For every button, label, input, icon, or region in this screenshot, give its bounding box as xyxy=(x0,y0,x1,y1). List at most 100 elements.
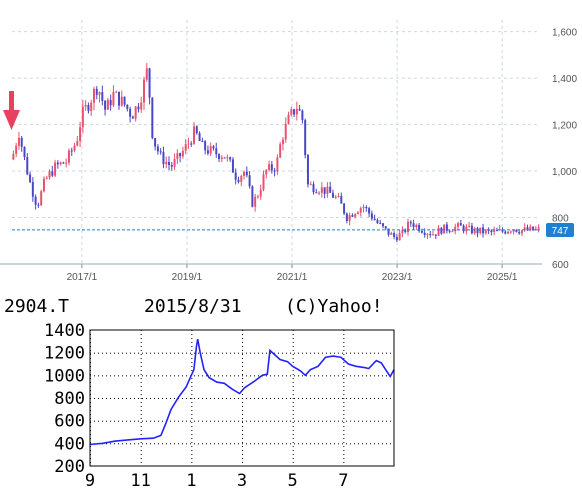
current-price-badge: 747 xyxy=(546,223,574,237)
y-grid-dot xyxy=(338,443,339,445)
y-grid-dot xyxy=(98,352,99,354)
y-grid-dot xyxy=(298,352,299,354)
y-grid-dot xyxy=(130,443,131,445)
x-grid-dot xyxy=(191,458,193,459)
y-grid-dot xyxy=(322,352,323,354)
candle-body xyxy=(515,229,518,232)
y-grid-dot xyxy=(118,420,119,422)
y-grid-dot xyxy=(206,420,207,422)
y-grid-dot xyxy=(182,398,183,399)
y-tick-label: 1,600 xyxy=(552,28,577,39)
y-grid-dot xyxy=(250,352,251,354)
x-tick-label: 2017/1 xyxy=(67,272,98,283)
candle-body xyxy=(70,150,73,152)
y-grid-dot xyxy=(290,443,291,445)
candle-body xyxy=(248,175,251,187)
y-grid-dot xyxy=(230,420,231,422)
y-grid-dot xyxy=(162,375,163,377)
candle-body xyxy=(390,233,393,235)
y-grid-dot xyxy=(226,375,227,377)
x-grid-dot xyxy=(292,422,294,423)
y-grid-dot xyxy=(314,398,315,399)
x-grid-dot xyxy=(191,350,193,351)
y-grid-dot xyxy=(314,352,315,354)
y-grid-dot xyxy=(250,420,251,422)
candle-body xyxy=(84,104,87,107)
candle-body xyxy=(92,88,95,103)
x-grid-dot xyxy=(191,390,193,391)
y-grid-dot xyxy=(246,420,247,422)
y-grid-dot xyxy=(106,375,107,377)
y-grid-dot xyxy=(246,443,247,445)
y-grid-dot xyxy=(122,375,123,377)
candle-body xyxy=(162,152,165,165)
x-grid-dot xyxy=(191,366,193,367)
candle-body xyxy=(295,108,298,115)
x-grid-dot xyxy=(292,434,294,435)
y-grid-dot xyxy=(282,420,283,422)
y-grid-dot xyxy=(214,443,215,445)
y-grid-dot xyxy=(146,398,147,399)
x-grid-dot xyxy=(242,382,243,383)
y-grid-dot xyxy=(154,443,155,445)
y-tick-label: 1,000 xyxy=(552,167,577,178)
x-grid-dot xyxy=(343,434,345,435)
top-axis-labels: 600 800 1,000 1,200 1,400 1,600 2017/1 2019/1 20… xyxy=(67,28,578,283)
candle-body xyxy=(151,97,154,139)
x-grid-dot xyxy=(140,462,142,463)
candle-body xyxy=(195,126,198,134)
candle-body xyxy=(165,162,168,165)
candle-body xyxy=(20,137,23,147)
y-grid-dot xyxy=(190,443,191,445)
candle-body xyxy=(401,229,404,234)
y-grid-dot xyxy=(330,398,331,399)
y-grid-dot xyxy=(382,375,383,377)
x-grid-dot xyxy=(343,410,345,411)
x-grid-dot xyxy=(343,362,345,363)
x-grid-dot xyxy=(191,382,193,383)
candle-body xyxy=(201,140,204,142)
candle-body xyxy=(229,157,232,160)
x-grid-dot xyxy=(343,454,345,455)
x-grid-dot xyxy=(292,414,294,415)
candle-body xyxy=(54,162,57,176)
ticker-label: 2904.T xyxy=(4,296,69,317)
y-grid-dot xyxy=(154,352,155,354)
candle-body xyxy=(173,158,176,167)
y-grid-dot xyxy=(230,375,231,377)
x-grid-dot xyxy=(140,458,142,459)
y-grid-dot xyxy=(386,420,387,422)
candle-body xyxy=(254,196,257,207)
y-grid-dot xyxy=(370,443,371,445)
y-grid-dot xyxy=(106,420,107,422)
y-grid-dot xyxy=(166,398,167,399)
candle-body xyxy=(215,148,218,155)
x-grid-dot xyxy=(343,446,345,447)
x-grid-dot xyxy=(343,378,345,379)
candle-body xyxy=(304,120,307,156)
y-grid-dot xyxy=(362,420,363,422)
y-grid-dot xyxy=(194,398,195,399)
candle-body xyxy=(429,234,432,236)
y-grid-dot xyxy=(290,375,291,377)
x-grid-dot xyxy=(292,394,294,395)
y-grid-dot xyxy=(274,352,275,354)
y-grid-dot xyxy=(174,352,175,354)
y-grid-dot xyxy=(286,352,287,354)
candle-body xyxy=(243,171,246,176)
y-grid-dot xyxy=(186,375,187,377)
candle-body xyxy=(154,138,157,147)
candle-body xyxy=(212,146,215,149)
x-grid-dot xyxy=(140,386,142,387)
y-grid-dot xyxy=(206,375,207,377)
candle-body xyxy=(437,227,440,236)
y-grid-dot xyxy=(350,420,351,422)
x-grid-dot xyxy=(292,402,294,403)
x-grid-dot xyxy=(292,438,294,439)
y-grid-dot xyxy=(334,420,335,422)
candle-body xyxy=(204,141,207,151)
candle-body xyxy=(462,225,465,232)
candle-body xyxy=(420,231,423,233)
candle-body xyxy=(301,110,304,121)
candle-body xyxy=(359,208,362,213)
